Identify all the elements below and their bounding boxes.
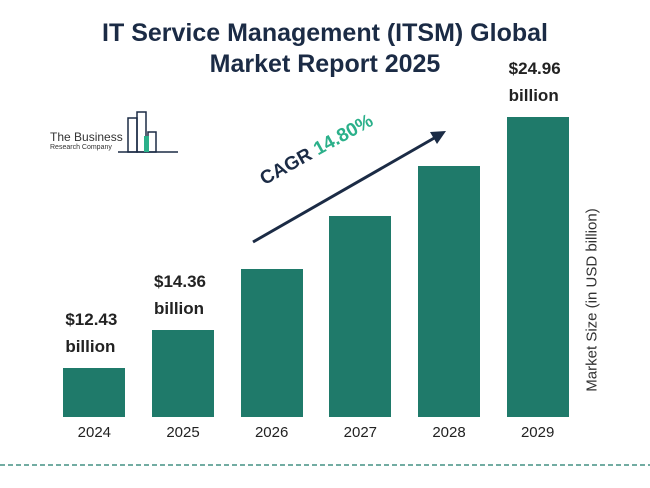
cagr-arrow: [252, 135, 437, 244]
x-tick-label: 2025: [166, 424, 200, 441]
cagr-arrowhead: [430, 131, 446, 144]
bar: [63, 368, 126, 417]
x-tick-label: 2028: [432, 424, 466, 441]
x-tick-label: 2026: [254, 424, 289, 441]
x-tick-label: 2027: [343, 424, 378, 441]
value-label: $24.96 billion: [508, 58, 561, 105]
bar: [152, 329, 214, 417]
bar: [418, 166, 480, 417]
bar: [329, 216, 392, 417]
logo-subtext: Research Company: [50, 144, 112, 151]
bar: [240, 268, 303, 417]
bar: [506, 116, 569, 417]
y-axis-label: Market Size (in USD billion): [583, 208, 601, 392]
value-label: $14.36 billion: [154, 271, 206, 318]
x-tick-label: 2029: [520, 424, 555, 441]
value-label: $12.43 billion: [65, 310, 118, 357]
chart-title: IT Service Management (ITSM) Global Mark…: [102, 19, 548, 78]
logo-accent: [144, 136, 149, 152]
x-tick-label: 2024: [77, 424, 112, 441]
logo-text: The Business: [50, 130, 123, 144]
